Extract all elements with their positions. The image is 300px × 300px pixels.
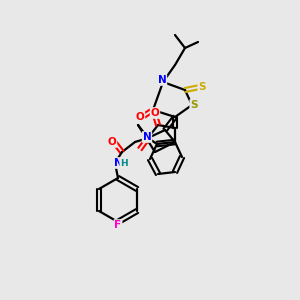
Text: O: O (151, 108, 159, 118)
Text: N: N (114, 158, 122, 168)
Text: O: O (108, 137, 116, 147)
Text: N: N (158, 75, 166, 85)
Text: F: F (114, 220, 122, 230)
Text: N: N (142, 132, 152, 142)
Text: S: S (190, 100, 198, 110)
Text: O: O (136, 112, 144, 122)
Text: S: S (198, 82, 206, 92)
Text: H: H (120, 158, 128, 167)
